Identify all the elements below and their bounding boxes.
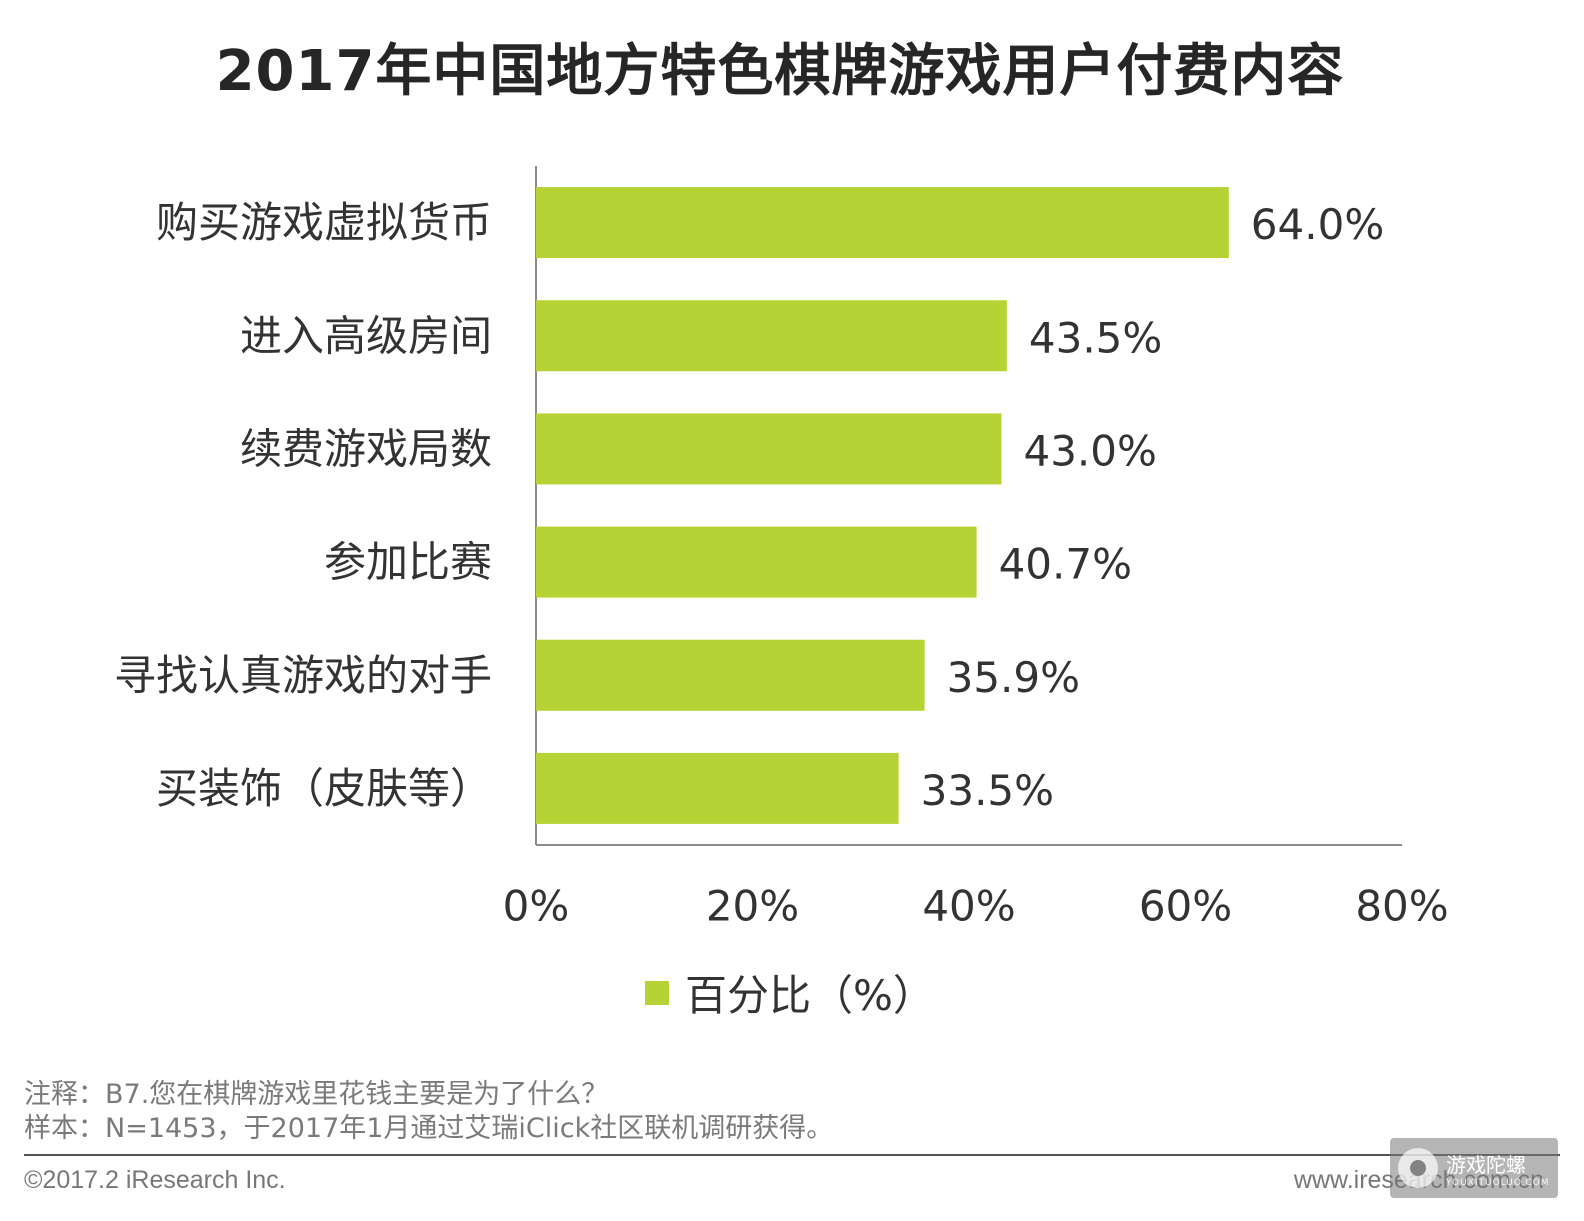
category-label: 续费游戏局数 [240,424,492,473]
bar [536,300,1007,372]
bar [536,413,1002,485]
x-tick-label: 40% [922,882,1015,931]
bar [536,752,899,824]
watermark: 游戏陀螺 YOUXITUOLUO.COM [1390,1138,1558,1198]
legend: 百分比（%） [645,962,935,1023]
footnote-sample: 样本：N=1453，于2017年1月通过艾瑞iClick社区联机调研获得。 [24,1113,834,1144]
category-label: 参加比赛 [324,538,492,587]
bar [536,187,1229,259]
watermark-logo-icon [1398,1148,1438,1188]
chart-title: 2017年中国地方特色棋牌游戏用户付费内容 [215,39,1345,104]
category-label: 进入高级房间 [240,311,492,360]
data-label: 43.5% [1029,313,1162,362]
watermark-text: 游戏陀螺 [1446,1152,1526,1177]
copyright-text: ©2017.2 iResearch Inc. [24,1166,286,1194]
footnote-note: 注释：B7.您在棋牌游戏里花钱主要是为了什么？ [24,1079,609,1110]
x-tick-label: 80% [1355,882,1448,931]
watermark-subtext: YOUXITUOLUO.COM [1446,1177,1550,1188]
legend-swatch [645,980,669,1005]
data-label: 64.0% [1251,200,1384,249]
bar [536,639,925,711]
bar-chart: 购买游戏虚拟货币 64.0% 进入高级房间 43.5% 续费游戏局数 43.0% 参加比赛 4… [114,166,1449,931]
bar [536,526,977,598]
legend-label: 百分比（%） [685,971,935,1020]
data-label: 33.5% [921,766,1054,815]
footer-divider [24,1154,1560,1156]
x-tick-label: 20% [706,882,799,931]
x-tick-label: 60% [1139,882,1232,931]
x-tick-label: 0% [503,882,570,931]
category-label: 购买游戏虚拟货币 [156,198,492,247]
category-label: 买装饰（皮肤等） [156,764,492,813]
data-label: 43.0% [1023,426,1156,475]
category-label: 寻找认真游戏的对手 [114,651,492,700]
data-label: 40.7% [999,540,1132,589]
data-label: 35.9% [947,653,1080,702]
